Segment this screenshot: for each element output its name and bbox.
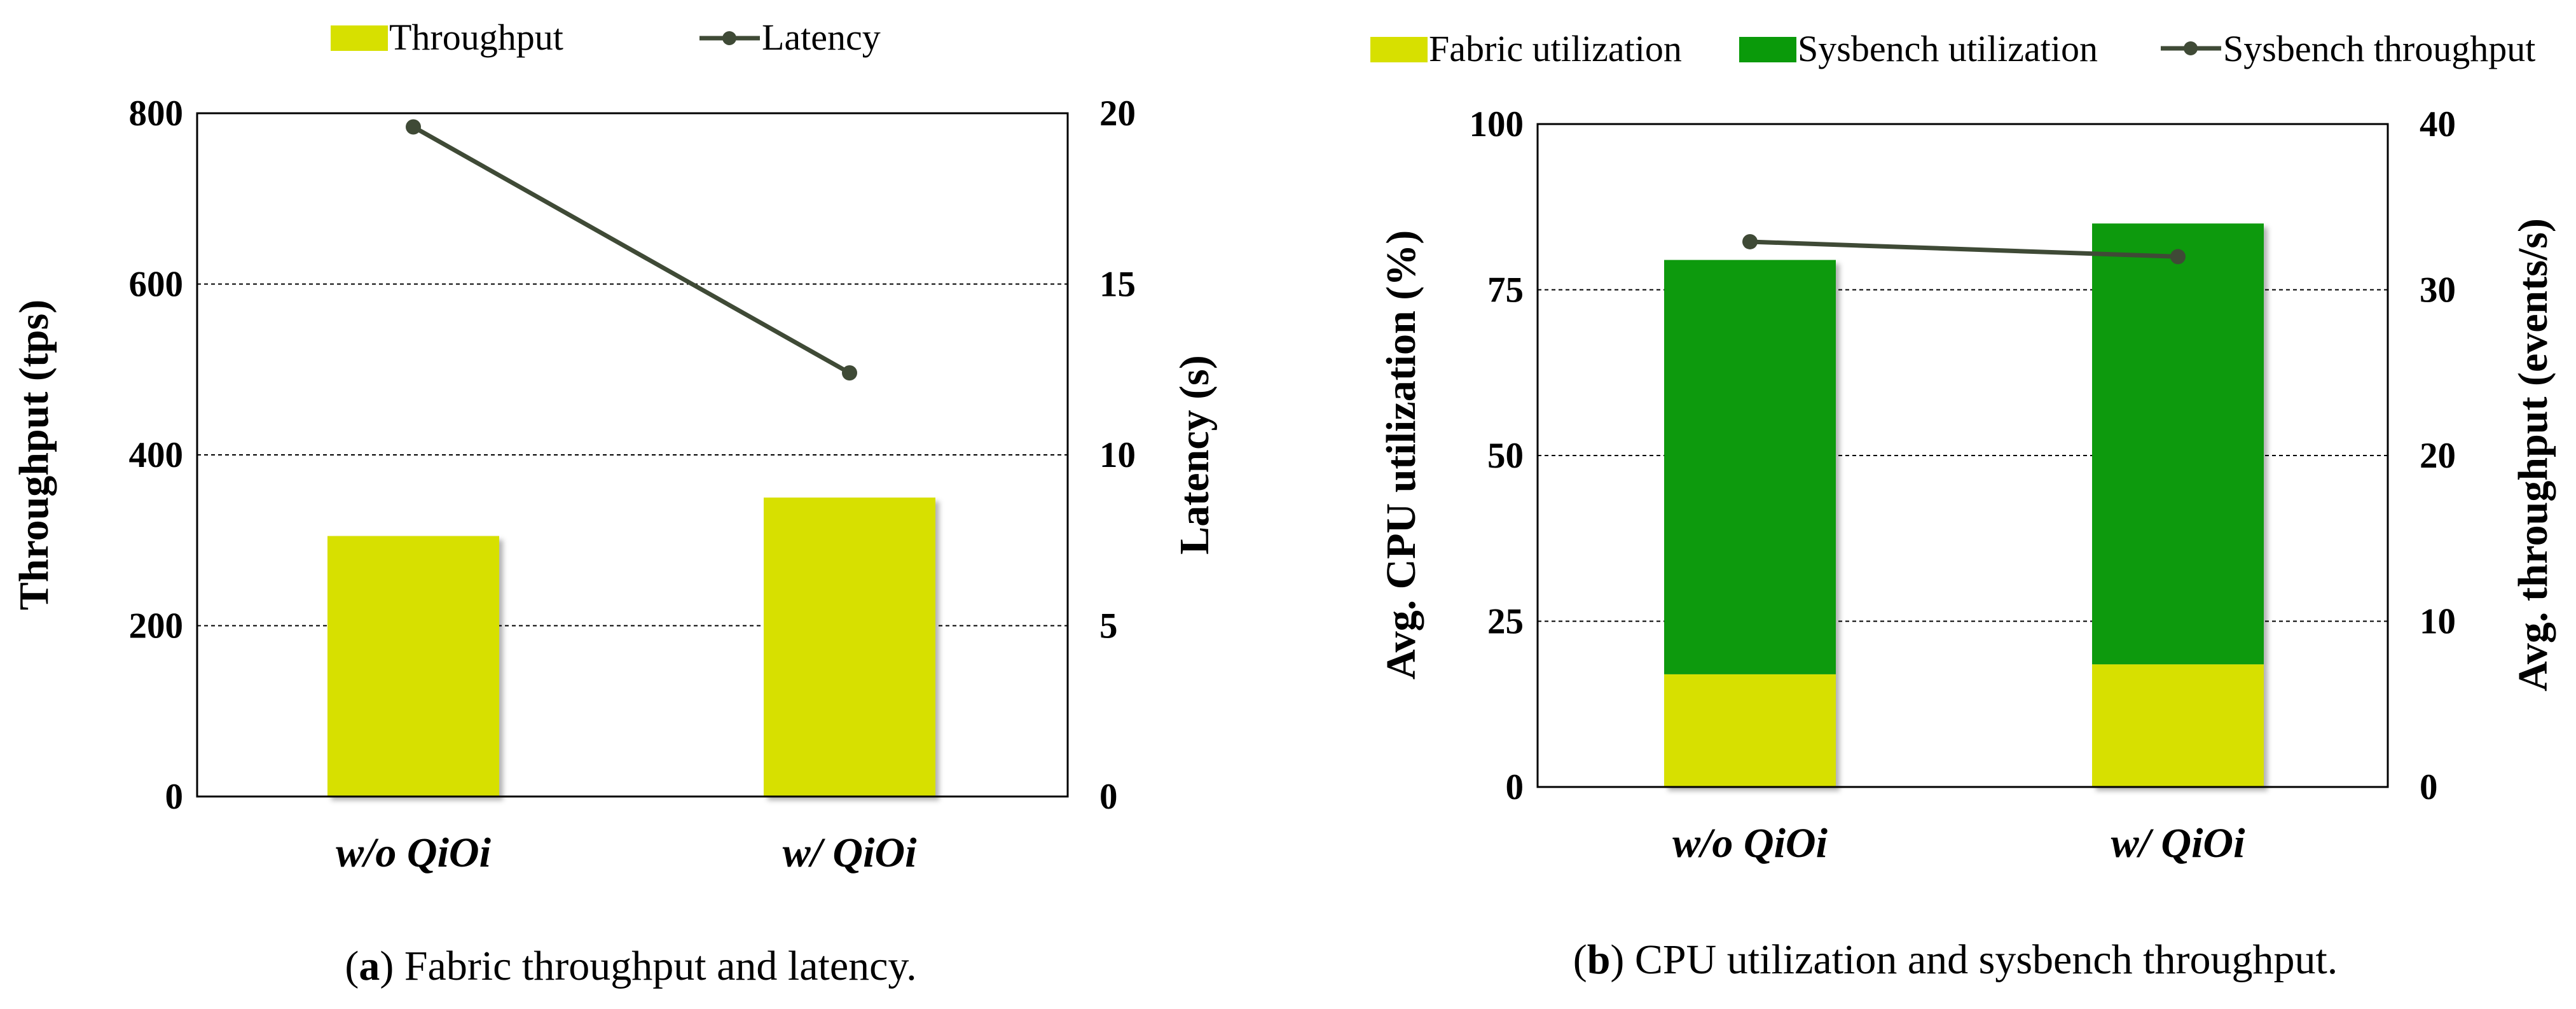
y2-tick-label: 20 bbox=[1099, 94, 1136, 134]
legend-label-throughput: Throughput bbox=[389, 17, 563, 58]
point-latency bbox=[406, 119, 421, 135]
y-tick-label: 600 bbox=[129, 265, 184, 305]
y-tick-label: 200 bbox=[129, 606, 184, 646]
legend-b: Fabric utilization Sysbench utilization … bbox=[1370, 28, 2535, 69]
point-sysbench-throughput bbox=[2170, 249, 2186, 265]
gridlines-a bbox=[197, 283, 1068, 627]
legend-label-latency: Latency bbox=[762, 17, 881, 58]
x-category-label: w/o QiOi bbox=[336, 830, 492, 876]
y-axis-title-a: Throughput (tps) bbox=[11, 300, 57, 610]
x-category-label: w/ QiOi bbox=[783, 830, 918, 876]
x-categories-a: w/o QiOi w/ QiOi bbox=[336, 830, 917, 876]
legend-swatch-fabric bbox=[1370, 37, 1428, 62]
plot-frame-b bbox=[1536, 123, 2389, 788]
y-tick-label: 400 bbox=[129, 435, 184, 475]
y-tick-label: 100 bbox=[1470, 104, 1524, 144]
bar-stack bbox=[2092, 223, 2264, 787]
bar-stack bbox=[764, 498, 935, 797]
caption-b-label: b bbox=[1587, 936, 1611, 983]
line-sysbench-throughput bbox=[1749, 239, 2179, 259]
y2-tick-label: 0 bbox=[2420, 767, 2438, 807]
y2-tick-label: 10 bbox=[1099, 435, 1136, 475]
bar-fabric-utilization bbox=[1664, 674, 1836, 787]
y-tick-label: 25 bbox=[1487, 602, 1524, 642]
legend-swatch-sysbench bbox=[1739, 37, 1796, 62]
bar-sysbench-utilization bbox=[1664, 260, 1836, 674]
legend-label-sysbench-throughput: Sysbench throughput bbox=[2223, 28, 2535, 69]
bar-throughput bbox=[764, 498, 935, 797]
caption-a-text: Fabric throughput and latency. bbox=[404, 943, 917, 989]
y2-axis-title-b: Avg. throughput (events/s) bbox=[2510, 218, 2556, 692]
legend-label-fabric: Fabric utilization bbox=[1429, 28, 1682, 69]
y-axis-title-b: Avg. CPU utilization (%) bbox=[1378, 230, 1424, 679]
caption-b: (b) CPU utilization and sysbench through… bbox=[1573, 936, 2338, 983]
panel-a: Throughput Latency 0 200 400 600 800 0 5 10 15 2… bbox=[11, 17, 1218, 989]
bars-a bbox=[327, 498, 935, 797]
bar-sysbench-utilization bbox=[2092, 223, 2264, 665]
y-ticks-b: 0 25 50 75 100 bbox=[1470, 104, 1524, 807]
y-ticks-a: 0 200 400 600 800 bbox=[129, 94, 184, 817]
caption-b-text: CPU utilization and sysbench throughput. bbox=[1635, 936, 2338, 983]
y2-tick-label: 0 bbox=[1099, 777, 1118, 817]
panel-b: Fabric utilization Sysbench utilization … bbox=[1370, 28, 2556, 983]
plot-frame-a bbox=[196, 112, 1069, 798]
bar-fabric-utilization bbox=[2092, 664, 2264, 787]
bar-stack bbox=[327, 536, 499, 797]
caption-a: (a) Fabric throughput and latency. bbox=[345, 943, 916, 989]
sysbench-throughput-line bbox=[1742, 233, 2186, 265]
legend-label-sysbench: Sysbench utilization bbox=[1798, 28, 2098, 69]
y2-tick-label: 40 bbox=[2420, 104, 2456, 144]
y2-tick-label: 15 bbox=[1099, 265, 1136, 305]
y-tick-label: 0 bbox=[165, 777, 184, 817]
y2-ticks-a: 0 5 10 15 20 bbox=[1099, 94, 1136, 817]
bar-stack bbox=[1664, 260, 1836, 787]
bar-throughput bbox=[327, 536, 499, 797]
x-category-label: w/o QiOi bbox=[1672, 820, 1828, 866]
y2-tick-label: 30 bbox=[2420, 270, 2456, 310]
y-tick-label: 75 bbox=[1487, 270, 1524, 310]
line-latency bbox=[412, 125, 851, 375]
point-latency bbox=[842, 365, 857, 381]
y2-tick-label: 5 bbox=[1099, 606, 1118, 646]
legend-marker-latency bbox=[722, 31, 736, 45]
bars-b bbox=[1664, 223, 2264, 787]
latency-line bbox=[406, 119, 857, 381]
x-category-label: w/ QiOi bbox=[2111, 820, 2246, 866]
caption-a-label: a bbox=[359, 943, 380, 989]
y2-tick-label: 20 bbox=[2420, 436, 2456, 476]
y2-axis-title-a: Latency (s) bbox=[1171, 355, 1218, 554]
y-tick-label: 800 bbox=[129, 94, 184, 134]
point-sysbench-throughput bbox=[1742, 233, 1758, 249]
y2-ticks-b: 0 10 20 30 40 bbox=[2420, 104, 2456, 807]
legend-swatch-throughput bbox=[331, 25, 388, 51]
y-tick-label: 50 bbox=[1487, 436, 1524, 476]
legend-a: Throughput Latency bbox=[331, 17, 881, 58]
y-tick-label: 0 bbox=[1506, 767, 1524, 807]
y2-tick-label: 10 bbox=[2420, 602, 2456, 642]
legend-marker-sysbench-throughput bbox=[2184, 41, 2198, 55]
x-categories-b: w/o QiOi w/ QiOi bbox=[1672, 820, 2245, 866]
